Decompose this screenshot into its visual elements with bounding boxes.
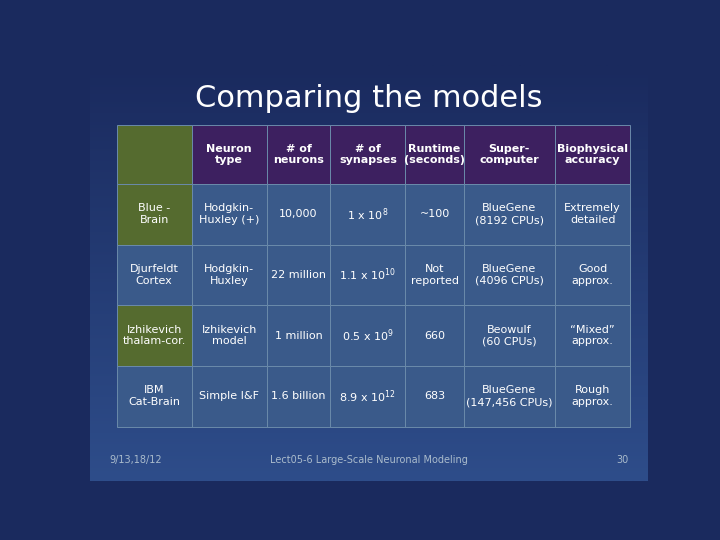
Text: BlueGene
(4096 CPUs): BlueGene (4096 CPUs) [475, 264, 544, 286]
Bar [555, 245, 630, 305]
Text: 9/13,18/12: 9/13,18/12 [109, 455, 162, 465]
Text: BlueGene
(147,456 CPUs): BlueGene (147,456 CPUs) [466, 386, 553, 407]
Bar [266, 366, 330, 427]
Bar [555, 125, 630, 184]
Text: BlueGene
(8192 CPUs): BlueGene (8192 CPUs) [475, 204, 544, 225]
Text: 10,000: 10,000 [279, 209, 318, 219]
Bar [405, 305, 464, 366]
Bar [192, 184, 266, 245]
Bar [117, 125, 192, 184]
Bar [405, 366, 464, 427]
Text: # of
neurons: # of neurons [273, 144, 324, 165]
Bar [117, 184, 192, 245]
Text: $8.9\ \mathregular{x}\ 10^{12}$: $8.9\ \mathregular{x}\ 10^{12}$ [340, 388, 396, 404]
Text: ~100: ~100 [419, 209, 449, 219]
Bar [464, 305, 555, 366]
Bar [330, 305, 405, 366]
Bar [117, 245, 192, 305]
Text: 30: 30 [616, 455, 629, 465]
Text: Not
reported: Not reported [410, 264, 459, 286]
Bar [405, 184, 464, 245]
Text: # of
synapses: # of synapses [339, 144, 397, 165]
Bar [266, 245, 330, 305]
Bar [192, 125, 266, 184]
Bar [266, 125, 330, 184]
Bar [266, 184, 330, 245]
Bar [330, 245, 405, 305]
Text: Izhikevich
thalam-cor.: Izhikevich thalam-cor. [122, 325, 186, 346]
Bar [405, 125, 464, 184]
Text: Djurfeldt
Cortex: Djurfeldt Cortex [130, 264, 179, 286]
Text: Biophysical
accuracy: Biophysical accuracy [557, 144, 628, 165]
Text: 1 million: 1 million [274, 330, 323, 341]
Text: Super-
computer: Super- computer [480, 144, 539, 165]
Bar [330, 366, 405, 427]
Bar [555, 305, 630, 366]
Text: Izhikevich
model: Izhikevich model [202, 325, 257, 346]
Text: 1.6 billion: 1.6 billion [271, 391, 325, 401]
Bar [555, 184, 630, 245]
Text: $0.5\ \mathregular{x}\ 10^{9}$: $0.5\ \mathregular{x}\ 10^{9}$ [342, 327, 394, 344]
Bar [266, 305, 330, 366]
Bar [464, 125, 555, 184]
Bar [405, 245, 464, 305]
Text: Simple I&F: Simple I&F [199, 391, 259, 401]
Text: Hodgkin-
Huxley (+): Hodgkin- Huxley (+) [199, 204, 259, 225]
Text: Beowulf
(60 CPUs): Beowulf (60 CPUs) [482, 325, 536, 346]
Text: $1\ \mathregular{x}\ 10^{8}$: $1\ \mathregular{x}\ 10^{8}$ [347, 206, 389, 222]
Text: Extremely
detailed: Extremely detailed [564, 204, 621, 225]
Text: Neuron
type: Neuron type [207, 144, 252, 165]
Text: Comparing the models: Comparing the models [195, 84, 543, 112]
Text: 683: 683 [424, 391, 445, 401]
Bar [330, 184, 405, 245]
Text: Hodgkin-
Huxley: Hodgkin- Huxley [204, 264, 254, 286]
Bar [464, 184, 555, 245]
Bar [464, 245, 555, 305]
Text: 22 million: 22 million [271, 270, 326, 280]
Bar [117, 305, 192, 366]
Text: Lect05-6 Large-Scale Neuronal Modeling: Lect05-6 Large-Scale Neuronal Modeling [270, 455, 468, 465]
Bar [117, 366, 192, 427]
Bar [192, 305, 266, 366]
Text: IBM
Cat-Brain: IBM Cat-Brain [128, 386, 180, 407]
Text: Blue -
Brain: Blue - Brain [138, 204, 171, 225]
Text: Runtime
(seconds): Runtime (seconds) [404, 144, 465, 165]
Text: “Mixed”
approx.: “Mixed” approx. [570, 325, 615, 346]
Text: Rough
approx.: Rough approx. [572, 386, 613, 407]
Bar [555, 366, 630, 427]
Text: $1.1\ \mathregular{x}\ 10^{10}$: $1.1\ \mathregular{x}\ 10^{10}$ [339, 267, 397, 283]
Text: Good
approx.: Good approx. [572, 264, 613, 286]
Bar [330, 125, 405, 184]
Bar [464, 366, 555, 427]
Bar [192, 366, 266, 427]
Text: 660: 660 [424, 330, 445, 341]
Bar [192, 245, 266, 305]
